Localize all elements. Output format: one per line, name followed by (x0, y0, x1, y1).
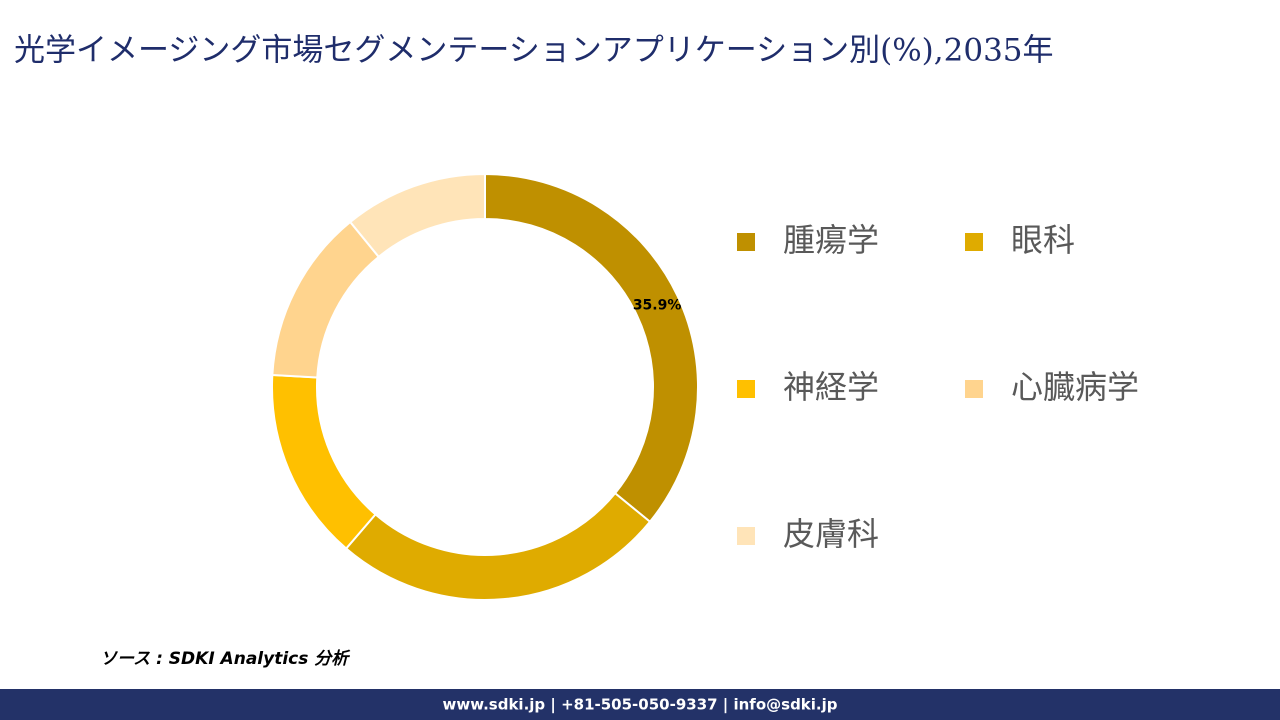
donut-segment (344, 491, 652, 601)
source: ソース : SDKI Analytics 分析 (100, 649, 351, 669)
legend-label: 皮膚科 (783, 515, 879, 553)
data-label: 35.9% (633, 297, 682, 313)
chart-title: 光学イメージング市場セグメンテーションアプリケーション別(%),2035年 (14, 33, 1054, 69)
footer-text: www.sdki.jp | +81-505-050-9337 | info@sd… (442, 696, 837, 715)
donut-segment (271, 373, 377, 550)
legend-label: 腫瘍学 (783, 221, 879, 259)
donut-segment (271, 220, 381, 379)
legend-label: 神経学 (783, 368, 879, 406)
legend-label: 心臓病学 (1011, 368, 1139, 406)
legend-swatch (737, 233, 755, 251)
legend-swatch (965, 380, 983, 398)
donut-segment (348, 172, 486, 259)
legend-swatch (965, 233, 983, 251)
donut-segment (484, 172, 699, 524)
legend-swatch (737, 380, 755, 398)
footer-bar (0, 689, 1280, 720)
legend-label: 眼科 (1011, 221, 1075, 259)
legend-swatch (737, 527, 755, 545)
